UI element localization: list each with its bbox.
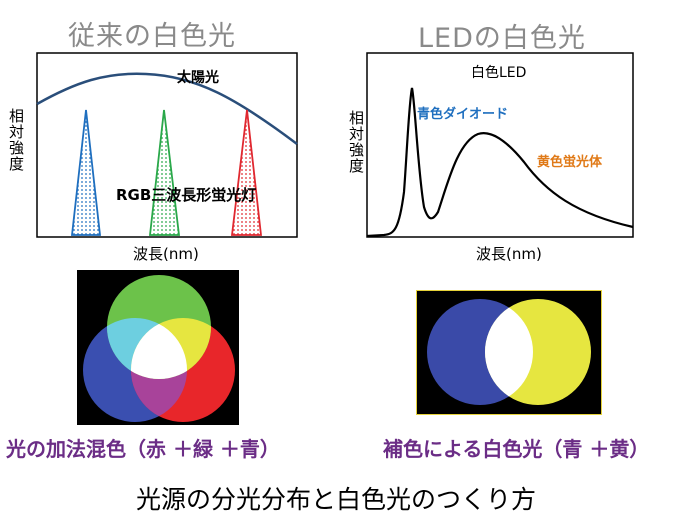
blue-diode-label: 青色ダイオード [417, 106, 508, 122]
sun-spectrum-curve [36, 72, 298, 145]
right-spectrum-chart: 白色LED 青色ダイオード 黄色蛍光体 [366, 52, 634, 238]
left-x-axis-label: 波長(nm) [133, 245, 199, 263]
complementary-mixing-image [416, 290, 602, 415]
complementary-caption: 補色による白色光（青 ＋黄） [383, 437, 650, 461]
red-phosphor-peak [230, 109, 263, 236]
left-chart-frame [36, 52, 298, 238]
white-led-label: 白色LED [471, 64, 526, 81]
right-y-axis-label: 相対強度 [347, 110, 365, 174]
right-chart-frame [366, 52, 634, 238]
right-x-axis-label: 波長(nm) [476, 245, 542, 263]
left-y-axis-label: 相対強度 [7, 108, 25, 172]
sun-label: 太陽光 [177, 69, 219, 86]
footer-title: 光源の分光分布と白色光のつくり方 [136, 485, 537, 514]
right-heading: LEDの白色光 [418, 23, 586, 54]
yellow-phosphor-label: 黄色蛍光体 [537, 154, 603, 170]
additive-mixing-image [77, 270, 239, 425]
additive-caption: 光の加法混色（赤 ＋緑 ＋青） [6, 437, 280, 461]
green-phosphor-peak [148, 109, 181, 236]
blue-phosphor-peak [70, 109, 102, 236]
left-spectrum-chart: 太陽光 RGB三波長形蛍光灯 [36, 52, 298, 238]
lamp-label: RGB三波長形蛍光灯 [116, 186, 256, 204]
left-heading: 従来の白色光 [68, 21, 236, 52]
white-overlap [485, 299, 533, 405]
white-led-spectrum-curve [366, 87, 634, 238]
